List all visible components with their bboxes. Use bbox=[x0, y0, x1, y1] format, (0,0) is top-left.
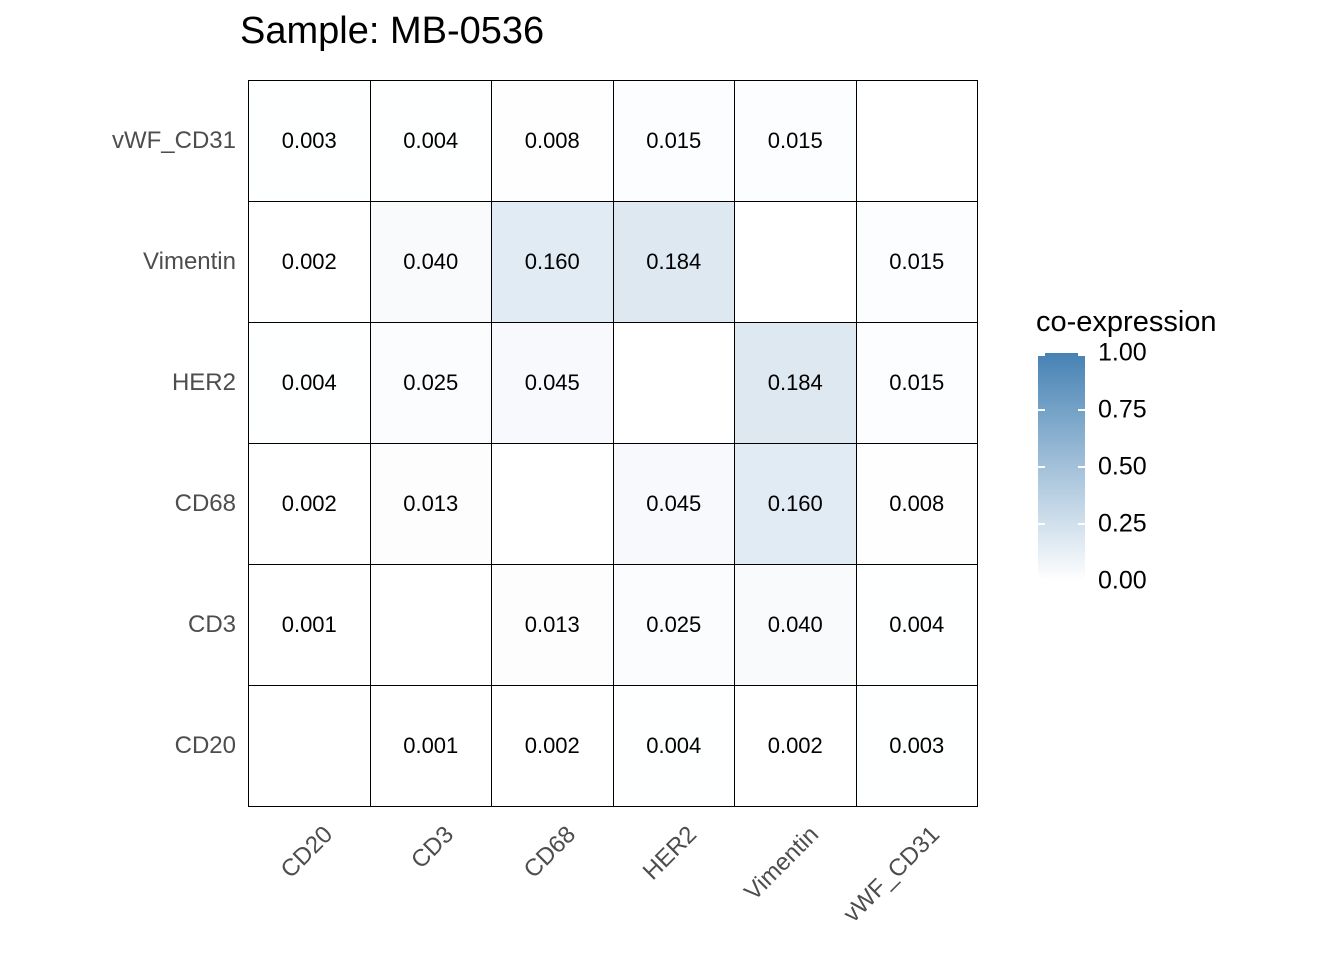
legend-tick-mark bbox=[1078, 353, 1085, 356]
legend-tick-mark bbox=[1078, 465, 1085, 469]
heatmap-cell: 0.045 bbox=[491, 322, 613, 443]
heatmap-cell: 0.040 bbox=[734, 564, 856, 685]
y-axis-labels: vWF_CD31 Vimentin HER2 CD68 CD3 CD20 bbox=[0, 80, 236, 806]
heatmap-cell: 0.002 bbox=[491, 685, 613, 806]
heatmap-cell bbox=[612, 322, 734, 443]
heatmap-cell: 0.015 bbox=[734, 80, 856, 201]
y-axis-label: CD68 bbox=[174, 489, 236, 517]
heatmap-cell: 0.184 bbox=[612, 201, 734, 322]
x-axis-labels: CD20 CD3 CD68 HER2 Vimentin vWF_CD31 bbox=[248, 807, 977, 960]
x-axis-label: CD20 bbox=[275, 821, 338, 884]
heatmap-cell: 0.160 bbox=[734, 443, 856, 564]
legend-tick-mark bbox=[1078, 522, 1085, 526]
legend-tick-mark bbox=[1038, 522, 1045, 526]
legend-tick-label: 0.00 bbox=[1098, 566, 1147, 595]
heatmap-cell: 0.001 bbox=[248, 564, 370, 685]
y-axis-label: vWF_CD31 bbox=[111, 126, 236, 154]
heatmap-cell: 0.008 bbox=[491, 80, 613, 201]
heatmap-cell bbox=[734, 201, 856, 322]
legend-tick-mark bbox=[1038, 465, 1045, 469]
heatmap-cell: 0.025 bbox=[612, 564, 734, 685]
heatmap-cell: 0.008 bbox=[855, 443, 977, 564]
heatmap-cell: 0.002 bbox=[734, 685, 856, 806]
heatmap-cell: 0.045 bbox=[612, 443, 734, 564]
heatmap-cell: 0.004 bbox=[855, 564, 977, 685]
heatmap-cell: 0.004 bbox=[612, 685, 734, 806]
legend-title: co-expression bbox=[1036, 306, 1217, 338]
heatmap-cell bbox=[491, 443, 613, 564]
legend-tick-label: 1.00 bbox=[1098, 338, 1147, 367]
plot-title: Sample: MB-0536 bbox=[240, 10, 545, 52]
y-axis-label: HER2 bbox=[171, 368, 236, 396]
heatmap-cell: 0.015 bbox=[855, 322, 977, 443]
heatmap-cell: 0.003 bbox=[248, 80, 370, 201]
heatmap-cell: 0.015 bbox=[612, 80, 734, 201]
legend-tick-mark bbox=[1038, 578, 1045, 581]
legend-tick-label: 0.50 bbox=[1098, 452, 1147, 481]
heatmap-cell: 0.002 bbox=[248, 201, 370, 322]
heatmap-cell: 0.002 bbox=[248, 443, 370, 564]
heatmap-cell bbox=[369, 564, 491, 685]
x-axis-label: Vimentin bbox=[739, 821, 824, 906]
y-axis-label: CD20 bbox=[174, 731, 236, 759]
y-axis-label: CD3 bbox=[187, 610, 236, 638]
legend-tick-label: 0.75 bbox=[1098, 395, 1147, 424]
heatmap-cell: 0.025 bbox=[369, 322, 491, 443]
heatmap-cell: 0.015 bbox=[855, 201, 977, 322]
legend-tick-mark bbox=[1078, 408, 1085, 412]
y-axis-label: Vimentin bbox=[143, 247, 236, 275]
heatmap-cell bbox=[248, 685, 370, 806]
legend-tick-mark bbox=[1038, 408, 1045, 412]
x-axis-label: vWF_CD31 bbox=[838, 821, 946, 928]
heatmap-cell: 0.013 bbox=[491, 564, 613, 685]
x-axis-label: CD68 bbox=[518, 821, 581, 884]
heatmap-cell: 0.004 bbox=[369, 80, 491, 201]
heatmap-cell: 0.160 bbox=[491, 201, 613, 322]
heatmap-cell: 0.001 bbox=[369, 685, 491, 806]
legend-gradient-bar bbox=[1038, 353, 1085, 581]
heatmap-cell: 0.003 bbox=[855, 685, 977, 806]
heatmap-cell: 0.013 bbox=[369, 443, 491, 564]
heatmap-grid: 0.003 0.004 0.008 0.015 0.015 0.002 0.040 0.160… bbox=[248, 80, 978, 807]
legend-tick-label: 0.25 bbox=[1098, 509, 1147, 538]
x-axis-label: HER2 bbox=[637, 821, 703, 886]
heatmap-cell: 0.004 bbox=[248, 322, 370, 443]
heatmap-cell: 0.184 bbox=[734, 322, 856, 443]
legend-tick-mark bbox=[1078, 578, 1085, 581]
heatmap-cell: 0.040 bbox=[369, 201, 491, 322]
legend-tick-mark bbox=[1038, 353, 1045, 356]
x-axis-label: CD3 bbox=[406, 821, 460, 875]
heatmap-cell bbox=[855, 80, 977, 201]
